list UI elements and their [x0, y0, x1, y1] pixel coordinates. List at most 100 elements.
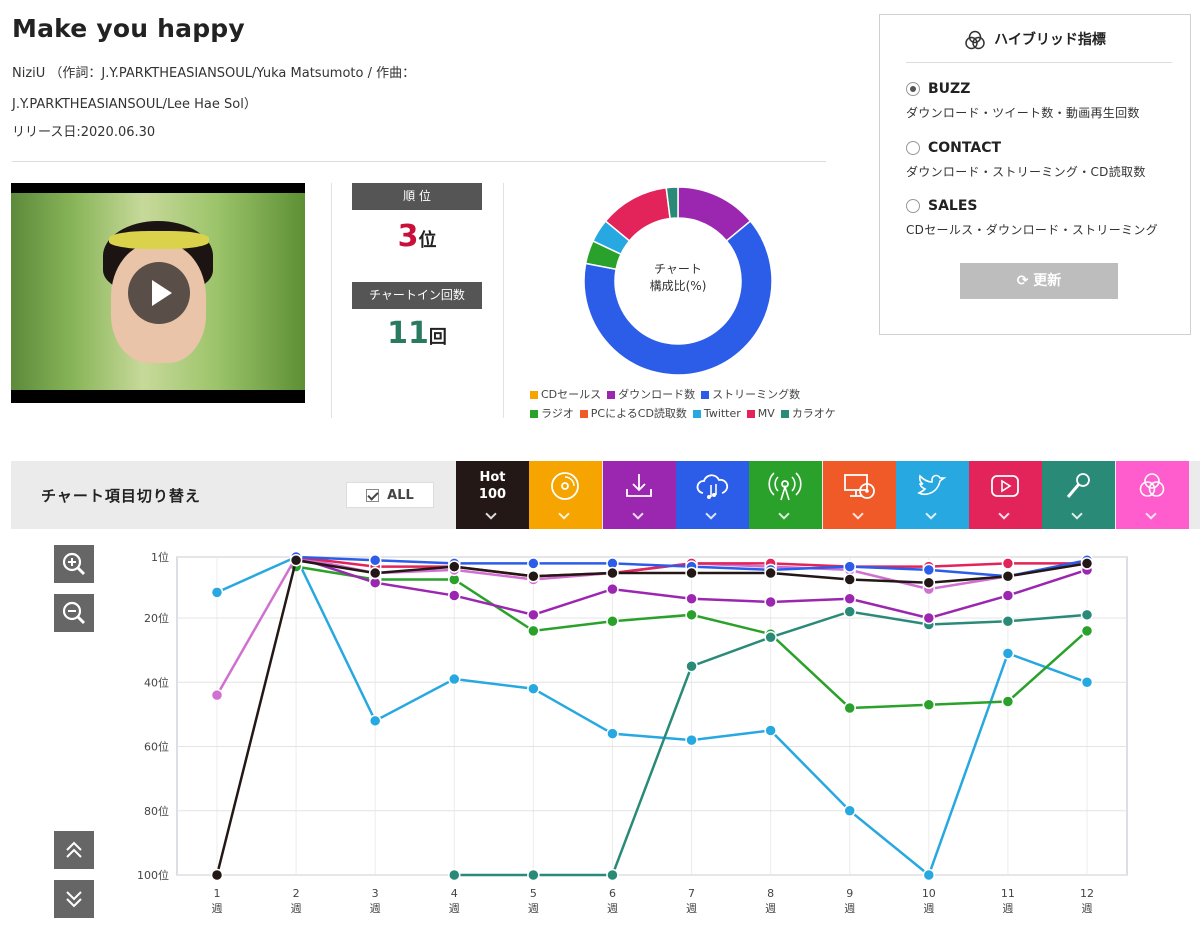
tab-streaming[interactable] — [675, 461, 749, 529]
scroll-down-button[interactable] — [54, 880, 94, 918]
data-point[interactable] — [606, 566, 619, 580]
zoom-in-button[interactable] — [54, 545, 94, 583]
data-point[interactable] — [606, 614, 619, 628]
update-button[interactable]: ⟳ 更新 — [960, 263, 1118, 299]
radio-icon — [768, 472, 802, 501]
data-point[interactable] — [843, 605, 856, 618]
tab-pc-cd-read[interactable] — [822, 461, 896, 529]
divider — [503, 183, 504, 418]
data-point[interactable] — [764, 631, 777, 644]
tab-radio[interactable] — [749, 461, 823, 529]
tab-cd-sales[interactable] — [529, 461, 603, 529]
data-point[interactable] — [843, 573, 856, 586]
data-point[interactable] — [210, 586, 224, 599]
data-point[interactable] — [448, 868, 461, 882]
data-point[interactable] — [685, 566, 698, 580]
data-point[interactable] — [1080, 608, 1094, 622]
data-point[interactable] — [1080, 557, 1094, 570]
series-line-0 — [216, 555, 1088, 878]
data-point[interactable] — [1001, 557, 1015, 570]
hot-100-label: Hot 100 — [478, 470, 507, 502]
data-point[interactable] — [527, 868, 540, 882]
data-point[interactable] — [210, 868, 224, 882]
option-sales[interactable]: SALES CDセールス・ダウンロード・ストリーミング — [906, 198, 1158, 237]
data-point[interactable] — [685, 733, 698, 747]
data-point[interactable] — [1001, 695, 1015, 708]
option-buzz[interactable]: BUZZ ダウンロード・ツイート数・動画再生回数 — [906, 81, 1140, 120]
x-tick-label: 10 — [922, 887, 936, 900]
data-point[interactable] — [606, 727, 619, 740]
legend-item: ラジオ — [530, 404, 574, 423]
data-point[interactable] — [448, 589, 461, 602]
data-point[interactable] — [368, 553, 382, 567]
data-point[interactable] — [606, 868, 619, 882]
data-point[interactable] — [685, 592, 698, 606]
data-point[interactable] — [606, 582, 619, 596]
data-point[interactable] — [1001, 589, 1015, 602]
all-checkbox[interactable]: ALL — [346, 482, 434, 508]
data-point[interactable] — [685, 659, 698, 673]
donut-slice-1 — [583, 220, 773, 376]
data-point[interactable] — [764, 595, 777, 609]
tab-mv[interactable] — [969, 461, 1043, 529]
data-point[interactable] — [527, 570, 540, 583]
chevron-down-icon — [998, 508, 1010, 520]
tab-hot100[interactable]: Hot 100 — [456, 461, 529, 529]
data-point[interactable] — [448, 672, 461, 686]
tab-hybrid[interactable] — [1115, 461, 1189, 529]
data-point[interactable] — [843, 592, 856, 606]
microphone-icon — [1067, 473, 1091, 498]
x-tick-label: 2 — [293, 887, 300, 900]
chevron-down-icon — [1071, 508, 1084, 520]
zoom-out-button[interactable] — [54, 594, 94, 632]
data-point[interactable] — [1001, 647, 1015, 660]
pc-disc-icon — [843, 474, 875, 499]
data-point[interactable] — [1080, 676, 1094, 689]
tab-download[interactable] — [602, 461, 676, 529]
radio-contact[interactable] — [906, 141, 920, 155]
data-point[interactable] — [1001, 614, 1015, 628]
data-point[interactable] — [843, 701, 856, 715]
legend-item: ストリーミング数 — [701, 385, 800, 404]
legend-swatch — [746, 410, 755, 418]
data-point[interactable] — [210, 688, 224, 702]
data-point[interactable] — [289, 553, 303, 567]
data-point[interactable] — [922, 611, 936, 625]
data-point[interactable] — [685, 608, 698, 622]
chevron-down-icon — [851, 508, 864, 520]
data-point[interactable] — [922, 698, 936, 712]
data-point[interactable] — [527, 682, 540, 695]
x-tick-unit: 週 — [923, 902, 934, 915]
data-point[interactable] — [527, 608, 540, 622]
video-player[interactable] — [11, 183, 305, 403]
data-point[interactable] — [764, 724, 777, 737]
scroll-up-button[interactable] — [54, 831, 94, 869]
tab-karaoke[interactable] — [1042, 461, 1116, 529]
data-point[interactable] — [527, 624, 540, 638]
radio-buzz[interactable] — [906, 82, 920, 96]
hybrid-index-panel: ハイブリッド指標 BUZZ ダウンロード・ツイート数・動画再生回数 CONTAC… — [879, 14, 1191, 335]
tab-twitter[interactable] — [895, 461, 969, 529]
data-point[interactable] — [448, 560, 461, 573]
data-point[interactable] — [843, 560, 856, 573]
legend-swatch — [780, 410, 789, 418]
x-tick-label: 11 — [1001, 887, 1015, 900]
donut-center-label: チャート 構成比(%) — [649, 262, 707, 293]
data-point[interactable] — [527, 557, 540, 570]
data-point[interactable] — [922, 868, 936, 882]
radio-sales[interactable] — [906, 199, 920, 213]
x-tick-unit: 週 — [212, 902, 223, 915]
data-point[interactable] — [843, 804, 856, 818]
play-icon[interactable] — [128, 262, 190, 324]
data-point[interactable] — [368, 714, 382, 728]
option-contact[interactable]: CONTACT ダウンロード・ストリーミング・CD読取数 — [906, 140, 1146, 179]
data-point[interactable] — [922, 563, 936, 577]
data-point[interactable] — [368, 566, 382, 580]
data-point[interactable] — [764, 566, 777, 580]
data-point[interactable] — [1080, 624, 1094, 638]
divider — [331, 183, 332, 418]
data-point[interactable] — [922, 576, 936, 589]
y-tick-label: 40位 — [144, 675, 169, 689]
chart-in-count-label: チャートイン回数 — [352, 282, 482, 309]
data-point[interactable] — [1001, 570, 1015, 583]
